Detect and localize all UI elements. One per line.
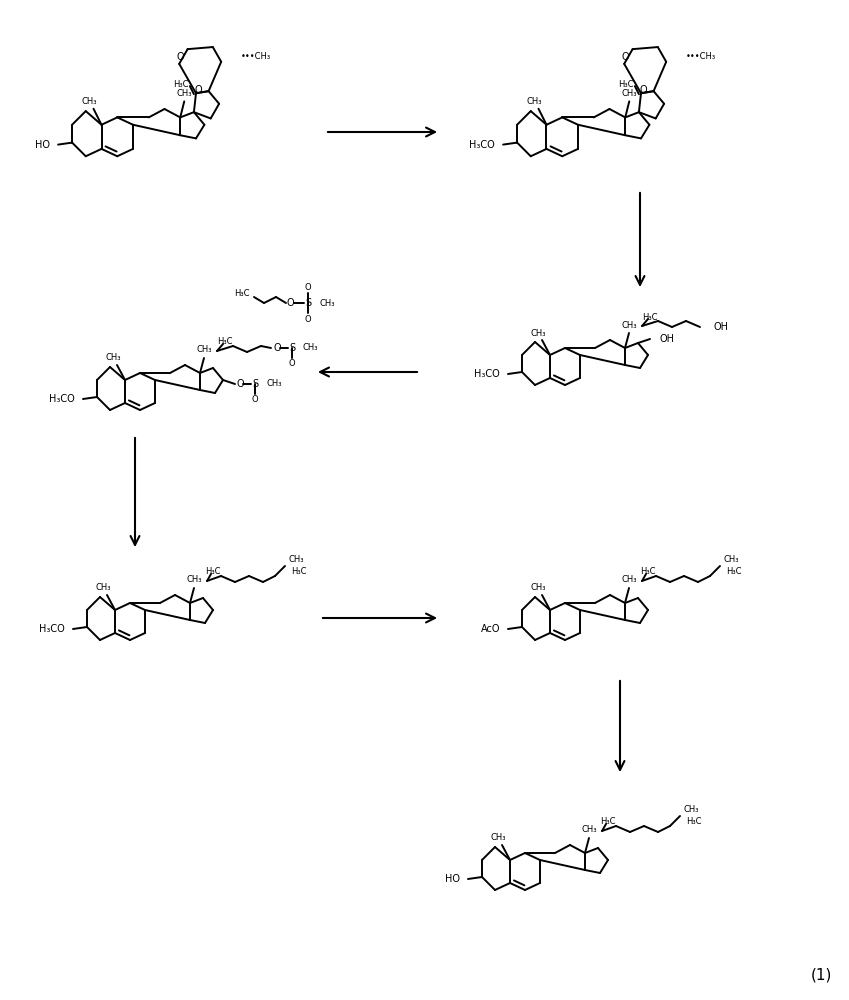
Text: CH₃: CH₃ xyxy=(621,89,637,98)
Text: CH₃: CH₃ xyxy=(177,89,192,98)
Text: H₃CO: H₃CO xyxy=(469,140,495,150)
Text: O: O xyxy=(237,379,245,389)
Text: H₃C: H₃C xyxy=(291,568,306,576)
Text: H₃C: H₃C xyxy=(205,568,221,576)
Text: H₃C: H₃C xyxy=(173,80,188,89)
Text: O: O xyxy=(305,314,312,324)
Text: CH₃: CH₃ xyxy=(105,354,121,362)
Text: O: O xyxy=(639,85,647,95)
Text: H₃C: H₃C xyxy=(642,312,658,322)
Text: CH₃: CH₃ xyxy=(196,346,211,355)
Text: HO: HO xyxy=(35,140,50,150)
Text: CH₃: CH₃ xyxy=(490,834,506,842)
Text: O: O xyxy=(289,360,295,368)
Text: CH₃: CH₃ xyxy=(289,556,305,564)
Text: O: O xyxy=(286,298,294,308)
Text: CH₃: CH₃ xyxy=(526,97,543,106)
Text: H₃CO: H₃CO xyxy=(49,394,75,404)
Text: CH₃: CH₃ xyxy=(531,584,546,592)
Text: S: S xyxy=(305,298,311,308)
Text: O: O xyxy=(194,85,202,95)
Text: AcO: AcO xyxy=(481,624,500,634)
Text: OH: OH xyxy=(660,334,675,344)
Text: CH₃: CH₃ xyxy=(95,584,110,592)
Text: O: O xyxy=(305,282,312,292)
Text: HO: HO xyxy=(445,874,460,884)
Text: H₃C: H₃C xyxy=(618,80,634,89)
Text: CH₃: CH₃ xyxy=(82,97,98,106)
Text: CH₃: CH₃ xyxy=(582,826,597,834)
Text: CH₃: CH₃ xyxy=(684,806,700,814)
Text: O: O xyxy=(621,51,629,62)
Text: H₃C: H₃C xyxy=(600,818,616,826)
Text: CH₃: CH₃ xyxy=(724,556,739,564)
Text: H₃CO: H₃CO xyxy=(475,369,500,379)
Text: (1): (1) xyxy=(811,967,832,982)
Text: S: S xyxy=(252,379,258,389)
Text: CH₃: CH₃ xyxy=(531,328,546,338)
Text: •••CH₃: •••CH₃ xyxy=(241,52,272,61)
Text: CH₃: CH₃ xyxy=(320,298,335,308)
Text: H₃CO: H₃CO xyxy=(39,624,65,634)
Text: CH₃: CH₃ xyxy=(267,379,283,388)
Text: H₃C: H₃C xyxy=(234,288,250,298)
Text: CH₃: CH₃ xyxy=(186,576,202,584)
Text: •••CH₃: •••CH₃ xyxy=(686,52,717,61)
Text: H₃C: H₃C xyxy=(726,568,741,576)
Text: CH₃: CH₃ xyxy=(303,344,318,353)
Text: H₃C: H₃C xyxy=(217,338,233,347)
Text: H₃C: H₃C xyxy=(686,818,701,826)
Text: O: O xyxy=(177,51,184,62)
Text: O: O xyxy=(274,343,282,353)
Text: H₃C: H₃C xyxy=(640,568,655,576)
Text: O: O xyxy=(251,395,258,404)
Text: S: S xyxy=(289,343,295,353)
Text: CH₃: CH₃ xyxy=(621,576,637,584)
Text: OH: OH xyxy=(714,322,729,332)
Text: CH₃: CH₃ xyxy=(621,320,637,330)
